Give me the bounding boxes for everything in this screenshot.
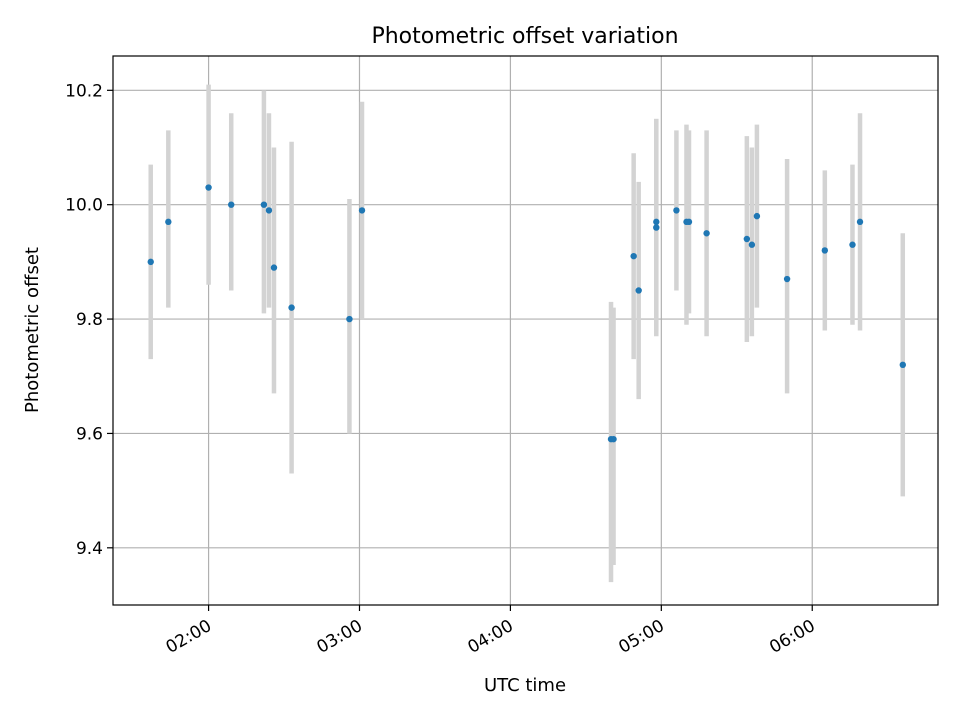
data-point (653, 224, 660, 231)
data-point (610, 435, 617, 443)
data-point (346, 315, 353, 323)
data-point (849, 241, 856, 248)
data-point (358, 207, 366, 214)
data-point (630, 252, 637, 260)
y-tick-label: 10.0 (65, 196, 103, 216)
data-point (743, 235, 751, 243)
data-point (260, 201, 268, 208)
y-axis-ticks: 9.4 9.6 9.8 10.0 10.2 (65, 81, 113, 559)
data-point (899, 361, 906, 369)
data-point (673, 207, 680, 214)
y-tick-label: 10.2 (65, 81, 103, 101)
y-tick-label: 9.8 (76, 310, 103, 330)
y-tick-label: 9.6 (76, 424, 103, 444)
data-point (270, 264, 278, 271)
chart-title: Photometric offset variation (371, 24, 678, 49)
plot-frame (112, 55, 939, 606)
data-point (821, 247, 829, 254)
data-point (653, 218, 660, 226)
data-point (753, 212, 761, 220)
data-point (856, 218, 864, 226)
data-point (685, 218, 693, 226)
data-markers (147, 184, 906, 443)
data-point (748, 241, 756, 248)
y-axis-label: Photometric offset (22, 247, 43, 413)
data-point (205, 184, 212, 191)
data-point (703, 230, 710, 237)
data-point (228, 201, 235, 208)
x-axis-label: UTC time (484, 675, 566, 696)
data-point (165, 218, 172, 226)
data-point (147, 258, 154, 266)
data-point (288, 304, 295, 311)
y-tick-label: 9.4 (76, 539, 103, 559)
data-point (265, 207, 273, 214)
data-point (783, 275, 791, 283)
grid (113, 56, 938, 605)
data-point (635, 287, 642, 294)
